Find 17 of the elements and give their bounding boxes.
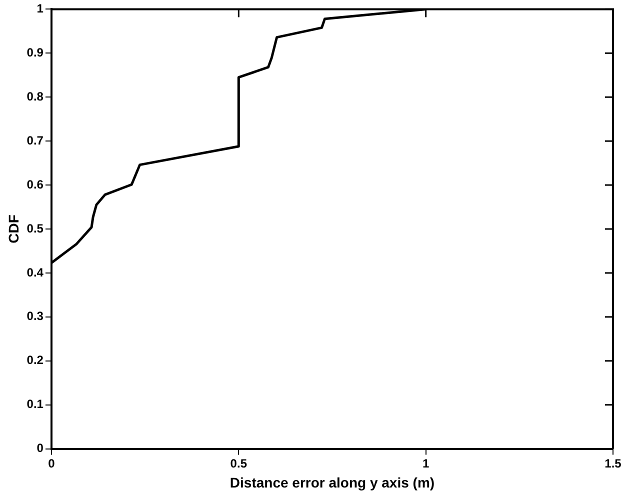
y-tick-label: 0 [36, 441, 44, 456]
x-tick-label: 0 [48, 456, 56, 470]
x-tick-label: 1 [422, 456, 430, 470]
y-axis-title: CDF [5, 214, 22, 244]
y-tick-label: 0.6 [26, 177, 44, 192]
y-tick-label: 0.7 [26, 133, 44, 148]
x-tick-label: 0.5 [230, 456, 248, 470]
x-tick-label: 1.5 [604, 456, 622, 470]
y-tick-label: 0.8 [26, 89, 44, 104]
y-tick-label: 0.3 [26, 309, 44, 324]
y-tick-label: 0.5 [26, 221, 44, 236]
y-tick-label: 0.2 [26, 353, 44, 368]
y-tick-label: 0.1 [26, 397, 44, 412]
y-tick-label: 1 [36, 2, 44, 16]
y-tick-label: 0.9 [26, 45, 44, 60]
x-axis-title: Distance error along y axis (m) [230, 474, 435, 490]
y-tick-label: 0.4 [26, 265, 44, 280]
